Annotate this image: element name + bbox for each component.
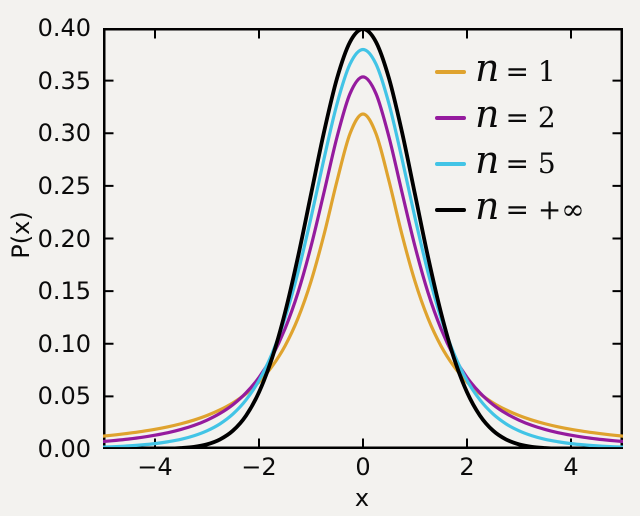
- legend-label: n = 1: [475, 46, 556, 98]
- y-tick-label: 0.30: [37, 119, 91, 148]
- legend: n = 1 n = 2 n = 5 n = +∞: [435, 46, 585, 236]
- legend-label-var: n: [475, 184, 500, 228]
- y-tick-label: 0.20: [37, 224, 91, 253]
- legend-entry-3: n = 5: [435, 138, 585, 190]
- curve-2: [103, 75, 623, 444]
- legend-label: n = 2: [475, 92, 556, 144]
- legend-label: n = +∞: [475, 184, 585, 236]
- legend-label-value: = 1: [505, 55, 556, 88]
- curve-4: [103, 28, 623, 449]
- legend-label-value: = +∞: [505, 193, 585, 226]
- legend-label-value: = 2: [505, 101, 556, 134]
- x-axis-label: x: [354, 484, 370, 512]
- x-tick-label: 4: [563, 453, 579, 481]
- legend-entry-1: n = 1: [435, 46, 585, 98]
- legend-entry-4: n = +∞: [435, 184, 585, 236]
- x-tick-label: −4: [137, 453, 173, 481]
- legend-label-value: = 5: [505, 147, 556, 180]
- y-tick-label: 0.10: [37, 329, 91, 358]
- x-tick-label: −2: [241, 453, 277, 481]
- x-tick-label: 0: [355, 453, 371, 481]
- legend-line-swatch: [435, 162, 466, 166]
- y-tick-label: 0.05: [37, 382, 91, 411]
- y-tick-label: 0.15: [37, 277, 91, 306]
- curve-3: [103, 47, 623, 449]
- y-tick-label: 0.35: [37, 66, 91, 95]
- legend-line-swatch: [435, 70, 466, 74]
- plot-area: [103, 28, 623, 449]
- y-axis-label: P(x): [7, 211, 35, 259]
- x-tick-label: 2: [459, 453, 475, 481]
- y-tick-label: 0.40: [37, 14, 91, 42]
- curve-1: [103, 112, 623, 438]
- y-tick-label: 0.25: [37, 171, 91, 200]
- legend-line-swatch: [435, 208, 466, 212]
- legend-entry-2: n = 2: [435, 92, 585, 144]
- legend-label-var: n: [475, 46, 500, 90]
- y-tick-label: 0.00: [37, 435, 91, 463]
- legend-label-var: n: [475, 138, 500, 182]
- legend-label-var: n: [475, 92, 500, 136]
- legend-line-swatch: [435, 116, 466, 120]
- legend-label: n = 5: [475, 138, 556, 190]
